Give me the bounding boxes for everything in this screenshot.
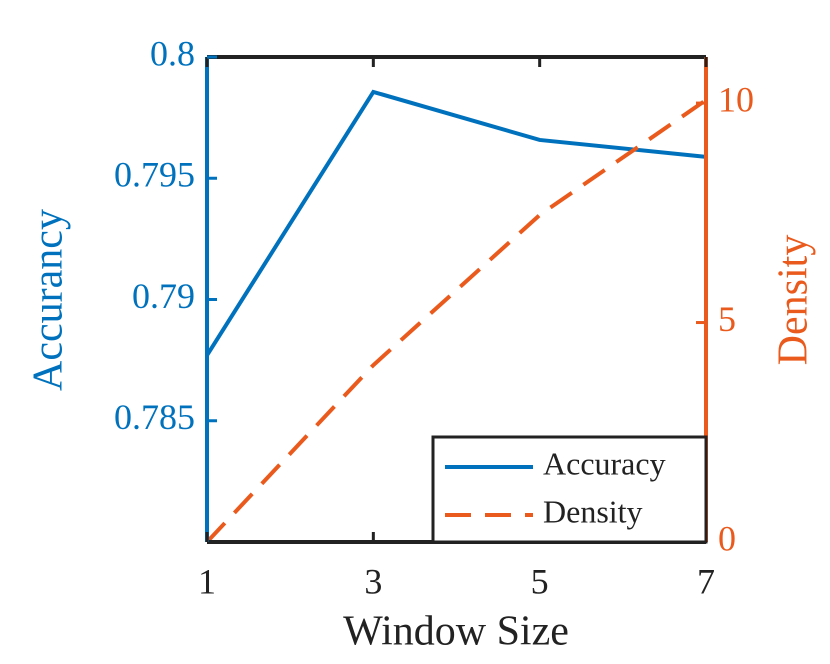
- series-line: [205, 89, 707, 357]
- legend-label: Density: [543, 493, 643, 529]
- series-line: [205, 98, 708, 544]
- x-axis-label: Window Size: [343, 609, 569, 655]
- y-tick-label: 0.8: [150, 33, 195, 73]
- x-tick-label: 5: [531, 561, 549, 601]
- y2-tick-label: 0: [718, 518, 736, 558]
- y2-tick-label: 5: [718, 299, 736, 339]
- legend-label: Accuracy: [543, 445, 666, 481]
- y2-axis-label: Density: [771, 235, 817, 366]
- y-tick-label: 0.785: [114, 397, 195, 437]
- y-axis-label: Accurancy: [26, 209, 72, 391]
- y2-tick-label: 10: [718, 79, 754, 119]
- y-tick-label: 0.79: [132, 276, 195, 316]
- legend-box: [431, 435, 708, 544]
- x-tick-label: 3: [364, 561, 382, 601]
- x-tick-label: 1: [198, 561, 216, 601]
- x-tick-label: 7: [697, 561, 715, 601]
- y-tick-label: 0.795: [114, 155, 195, 195]
